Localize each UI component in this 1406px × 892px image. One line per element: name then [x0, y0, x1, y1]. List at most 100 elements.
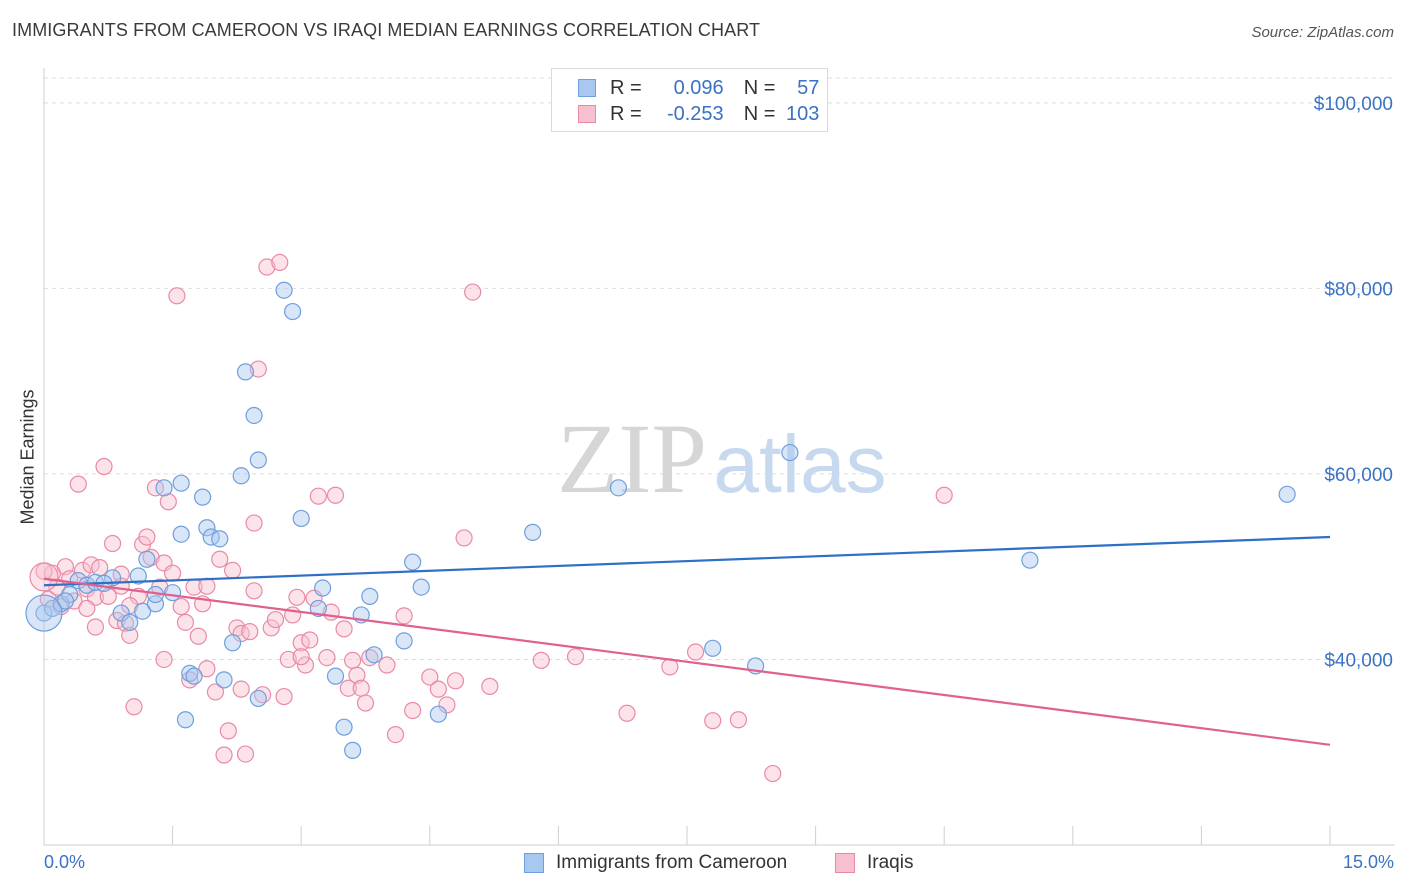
y-tick-label: $100,000: [1314, 94, 1393, 115]
iraqis-point: [189, 627, 207, 645]
y-tick-label: $40,000: [1324, 650, 1393, 671]
iraqis-point: [339, 679, 357, 697]
cameroon-point: [314, 579, 332, 597]
iraqis-point: [429, 680, 447, 698]
cameroon-point: [404, 553, 422, 571]
iraqis-point: [125, 698, 143, 716]
iraqis-point: [335, 620, 353, 638]
cameroon-point: [1278, 485, 1296, 503]
iraqis-point: [245, 514, 263, 532]
cameroon-points: [25, 281, 1296, 759]
cameroon-point: [133, 602, 152, 620]
legend-n-label: N =: [743, 76, 776, 99]
bottom-legend-iraqis: Iraqis: [835, 852, 913, 874]
cameroon-point: [781, 443, 799, 462]
iraqis-point: [168, 287, 186, 305]
iraqis-point: [159, 493, 177, 511]
cameroon-point: [395, 632, 413, 650]
iraqis-point: [48, 578, 66, 596]
cameroon-point: [211, 530, 229, 548]
cameroon-point: [232, 467, 250, 485]
cameroon-point: [275, 281, 293, 299]
iraqis-point: [729, 711, 748, 729]
iraqis-point: [309, 487, 327, 505]
cameroon-point: [112, 604, 130, 622]
cameroon-point: [249, 689, 267, 708]
legend-n-label: N =: [743, 102, 776, 125]
cameroon-point: [43, 599, 62, 618]
cameroon-point: [185, 667, 203, 685]
cameroon-point: [284, 302, 302, 321]
iraqis-point: [121, 626, 139, 644]
iraqis-point: [69, 475, 87, 493]
cameroon-point: [236, 363, 255, 381]
iraqis-point: [241, 623, 259, 641]
iraqis-point: [395, 607, 413, 625]
iraqis-point: [236, 745, 255, 763]
y-tick-label: $80,000: [1324, 279, 1393, 300]
iraqis-point: [352, 679, 370, 697]
source-label: Source: ZipAtlas.com: [1251, 24, 1394, 41]
iraqis-point: [318, 649, 336, 667]
iraqis-point: [271, 253, 289, 271]
chart-title: IMMIGRANTS FROM CAMEROON VS IRAQI MEDIAN…: [12, 20, 761, 40]
iraqis-point: [99, 587, 117, 605]
iraqis-point: [206, 683, 225, 701]
cameroon-point: [129, 567, 147, 585]
cameroon-point: [172, 525, 190, 543]
legend-r-value: 0.096: [673, 76, 724, 99]
cameroon-point: [326, 667, 345, 685]
iraqis-point: [532, 651, 550, 669]
legend-row-cameroon: R = 0.096 N = 57: [578, 75, 819, 101]
iraqis-point: [404, 701, 422, 720]
iraqis-point: [386, 726, 405, 744]
cameroon-point: [146, 595, 165, 613]
iraqis-point: [78, 599, 96, 618]
iraqis-points: [29, 253, 953, 783]
iraqis-point: [172, 597, 190, 616]
watermark: ZIP atlas: [557, 403, 887, 514]
iraqis-point: [275, 687, 293, 706]
iraqis-point: [296, 656, 315, 674]
cameroon-point: [704, 639, 722, 657]
iraqis-point: [348, 666, 366, 684]
cameroon-point: [138, 550, 156, 568]
cameroon-point: [215, 671, 233, 689]
iraqis-point: [103, 534, 122, 553]
cameroon-point: [335, 718, 353, 736]
watermark-atlas: atlas: [713, 419, 886, 510]
iraqis-point: [232, 680, 250, 698]
iraqis-point: [421, 668, 439, 686]
cameroon-point: [344, 741, 362, 759]
iraqis-point: [262, 619, 280, 637]
y-tick-label: $60,000: [1324, 465, 1393, 486]
iraqis-point: [198, 577, 216, 595]
cameroon-point-large: [25, 594, 63, 632]
cameroon-point: [121, 613, 139, 631]
iraqis-trend-line: [43, 577, 1331, 746]
iraqis-point: [279, 650, 297, 669]
iraqis-point: [301, 631, 319, 649]
iraqis-point: [211, 550, 229, 568]
iraqis-point: [438, 696, 456, 714]
cameroon-point: [198, 519, 216, 537]
iraqis-point: [344, 651, 362, 669]
iraqis-point: [249, 360, 267, 378]
legend-n-value: 57: [797, 76, 820, 99]
axes: [43, 68, 1395, 846]
cameroon-trend-line: [43, 535, 1331, 587]
cameroon-point: [429, 705, 447, 723]
cameroon-point: [309, 599, 327, 618]
watermark-zip: ZIP: [557, 403, 707, 514]
legend-row-iraqis: R = -0.253 N = 103: [578, 101, 819, 127]
bottom-legend-swatch-iraqis: [835, 853, 855, 873]
legend-swatch-cameroon: [578, 79, 596, 97]
cameroon-point: [1021, 551, 1039, 569]
iraqis-point-large: [29, 562, 59, 592]
iraqis-point: [176, 613, 195, 631]
correlation-legend: R = 0.096 N = 57 R = -0.253 N = 103: [551, 68, 828, 132]
iraqis-point: [356, 694, 375, 712]
iraqis-point: [292, 648, 310, 666]
iraqis-point: [86, 618, 105, 636]
cameroon-point: [164, 584, 182, 602]
